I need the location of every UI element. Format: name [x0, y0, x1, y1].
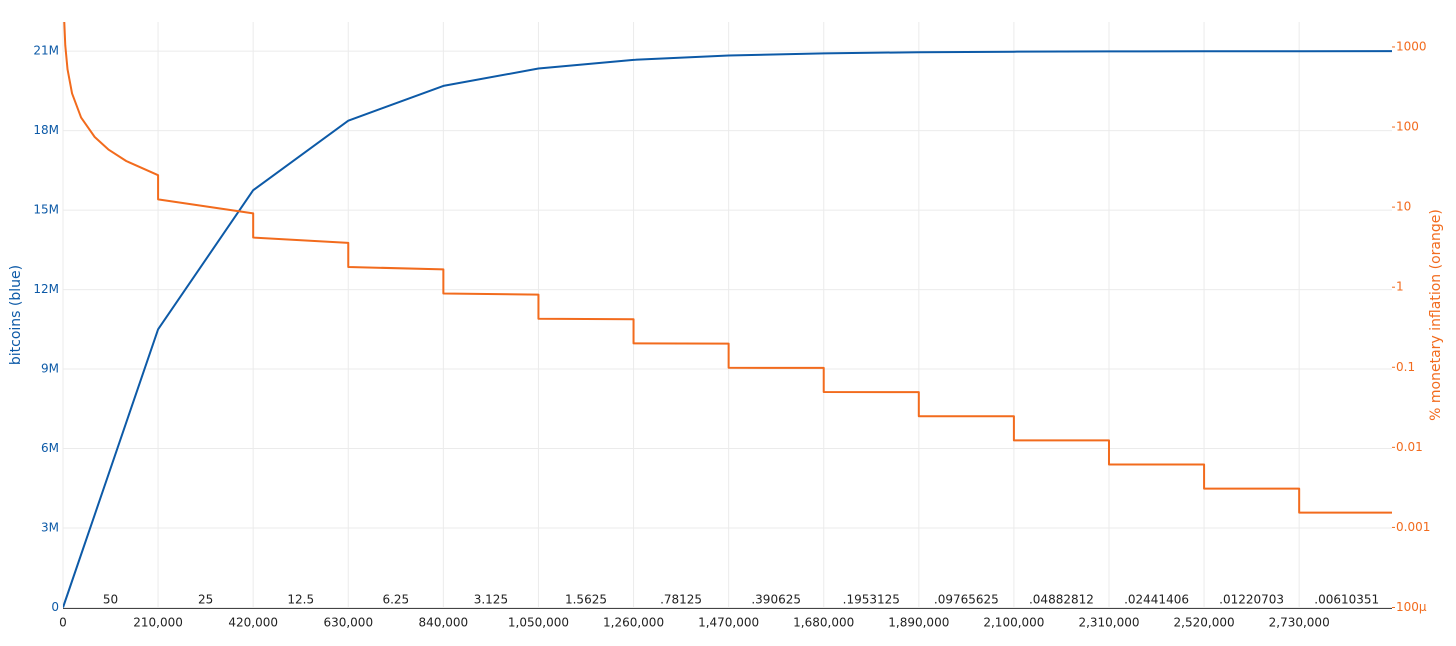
- y2-tick-label: 1: [1396, 280, 1404, 294]
- y2-tick-label: 0.01: [1396, 440, 1423, 454]
- y-tick-label: 6M: [41, 441, 59, 455]
- annotation: .78125: [660, 593, 702, 607]
- y-tick-label: 3M: [41, 521, 59, 535]
- y-tick-label: 18M: [33, 123, 59, 137]
- series-line: [63, 50, 1392, 608]
- annotation: 12.5: [287, 593, 314, 607]
- y-tick-label: 21M: [33, 44, 59, 58]
- x-tick-label: 1,680,000: [793, 616, 854, 630]
- x-tick-label: 2,310,000: [1078, 616, 1139, 630]
- annotation: .1953125: [843, 593, 900, 607]
- annotation: .04882812: [1029, 593, 1094, 607]
- annotation: .01220703: [1219, 593, 1284, 607]
- plot-area: [63, 22, 1392, 608]
- x-tick-label: 420,000: [228, 616, 278, 630]
- annotation: .390625: [751, 593, 801, 607]
- x-tick-label: 2,100,000: [983, 616, 1044, 630]
- y2-tick-label: 0.001: [1396, 520, 1430, 534]
- x-tick-label: 2,520,000: [1174, 616, 1235, 630]
- annotation: 1.5625: [565, 593, 607, 607]
- y-tick-label: 12M: [33, 282, 59, 296]
- y-tick-label: 15M: [33, 203, 59, 217]
- y2-tick-label: 0.1: [1396, 360, 1415, 374]
- x-tick-label: 210,000: [133, 616, 183, 630]
- y2-tick-label: 1000: [1396, 39, 1427, 53]
- annotation: 3.125: [474, 593, 508, 607]
- annotation: .02441406: [1124, 593, 1189, 607]
- y-tick-label: 0: [51, 600, 59, 614]
- annotation: 6.25: [382, 593, 409, 607]
- x-tick-label: 0: [59, 616, 67, 630]
- y-tick-label: 9M: [41, 362, 59, 376]
- annotation: 50: [103, 593, 118, 607]
- x-tick-label: 1,470,000: [698, 616, 759, 630]
- y-axis-label: bitcoins (blue): [8, 265, 24, 365]
- x-tick-label: 1,260,000: [603, 616, 664, 630]
- x-tick-label: 2,730,000: [1269, 616, 1330, 630]
- x-tick-label: 1,890,000: [888, 616, 949, 630]
- x-tick-label: 630,000: [323, 616, 373, 630]
- series-line: [63, 22, 1392, 514]
- annotation: .00610351: [1314, 593, 1379, 607]
- y2-tick-label: 100µ: [1396, 600, 1427, 614]
- x-tick-label: 1,050,000: [508, 616, 569, 630]
- y2-axis-label: % monetary inflation (orange): [1428, 209, 1444, 421]
- y2-tick-label: 100: [1396, 120, 1419, 134]
- annotation: 25: [198, 593, 213, 607]
- y2-tick-label: 10: [1396, 200, 1411, 214]
- annotation: .09765625: [934, 593, 999, 607]
- x-tick-label: 840,000: [419, 616, 469, 630]
